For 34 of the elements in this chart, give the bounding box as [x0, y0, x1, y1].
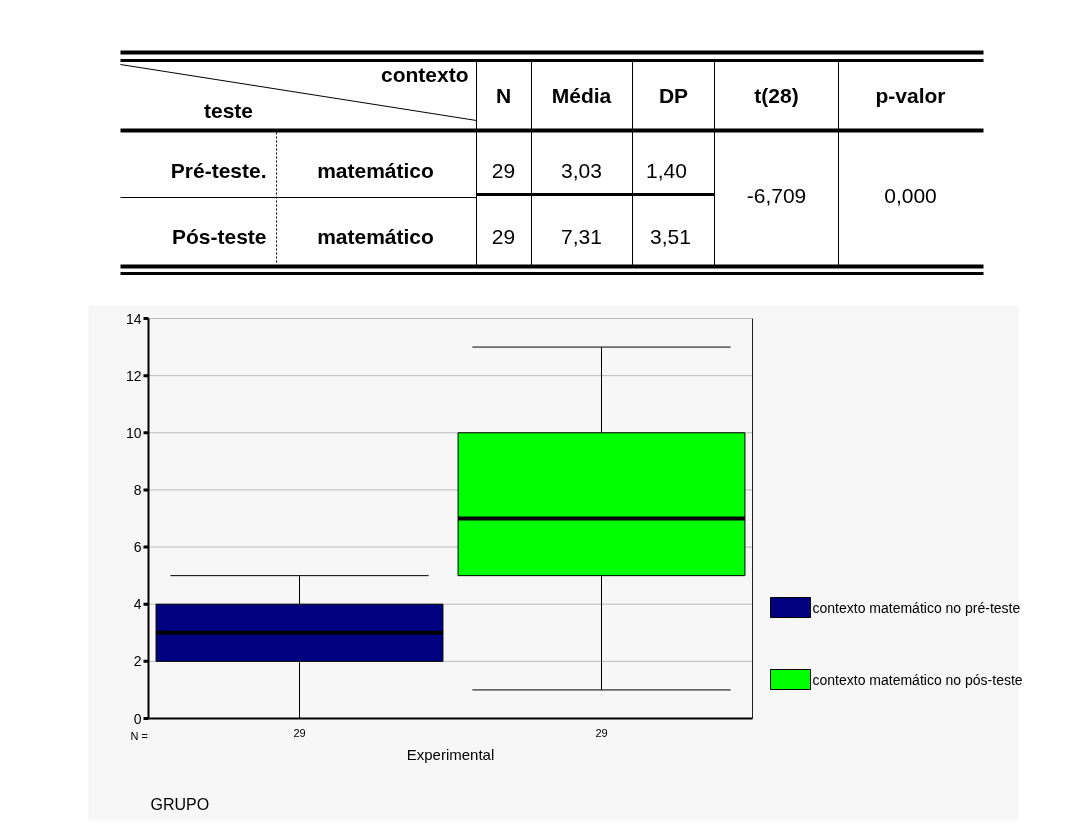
legend-label: contexto matemático no pré-teste — [812, 599, 1021, 616]
y-tick-label: 10 — [125, 424, 142, 441]
x-tick-label: Experimental — [406, 746, 495, 763]
y-tick-label: 2 — [133, 653, 142, 670]
y-tick-label: 8 — [133, 481, 142, 498]
text: contexto — [380, 63, 469, 86]
y-tick-label: 12 — [125, 367, 142, 384]
text: 29 — [491, 224, 516, 248]
text: Pós-teste — [171, 225, 267, 248]
text: Pré-teste. — [170, 159, 267, 182]
text: 29 — [595, 726, 608, 739]
text: 3,51 — [650, 224, 691, 248]
text: N — [495, 84, 512, 107]
text: 7,31 — [561, 224, 602, 248]
text: t(28) — [754, 84, 799, 107]
text: N = — [130, 729, 148, 742]
text: -6,709 — [746, 183, 807, 207]
text: teste — [203, 99, 254, 122]
text: 0,000 — [884, 183, 937, 207]
y-tick-label: 14 — [125, 310, 142, 327]
text: 29 — [293, 726, 306, 739]
text: 1,40 — [646, 158, 687, 182]
legend-label: contexto matemático no pós-teste — [812, 671, 1023, 688]
y-tick-label: 0 — [133, 710, 142, 727]
text: p-valor — [875, 84, 946, 107]
text: 3,03 — [561, 158, 602, 182]
y-tick-label: 6 — [133, 539, 142, 556]
y-tick-label: 4 — [133, 596, 142, 613]
x-axis-title: GRUPO — [150, 796, 210, 813]
text: DP — [658, 84, 689, 107]
text: Média — [551, 84, 612, 107]
text: 29 — [491, 158, 516, 182]
text: matemático — [317, 225, 434, 248]
text: matemático — [317, 159, 434, 182]
